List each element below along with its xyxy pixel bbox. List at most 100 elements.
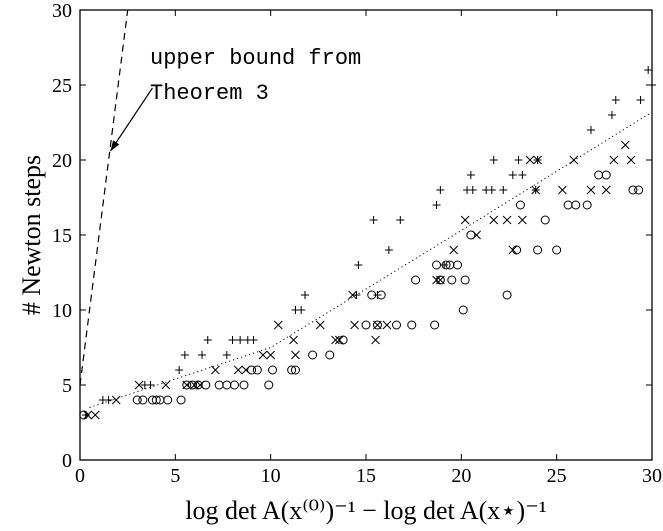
plot-frame <box>79 9 653 461</box>
plus-point <box>432 201 441 209</box>
plus-point <box>396 216 405 224</box>
trend-line <box>89 111 653 408</box>
plus-point <box>81 411 90 419</box>
circle-point <box>376 290 386 300</box>
y-tick-label: 0 <box>62 450 72 472</box>
circle-point <box>458 305 468 315</box>
plus-point <box>489 156 498 164</box>
annotation-line-2: Theorem 3 <box>150 81 269 106</box>
plus-point <box>384 246 393 254</box>
plus-point <box>175 366 184 374</box>
upper-bound-line <box>79 9 129 386</box>
plus-point <box>586 126 595 134</box>
cross-point <box>531 185 541 195</box>
circle-point <box>533 245 543 255</box>
x-tick-label: 30 <box>642 465 662 487</box>
plus-point <box>508 171 517 179</box>
plus-point <box>198 351 207 359</box>
plus-point <box>466 171 475 179</box>
cross-point <box>291 350 300 360</box>
y-tick-label: 20 <box>52 150 72 172</box>
circle-point <box>540 215 550 225</box>
cross-point <box>525 155 535 165</box>
plus-point <box>297 306 306 314</box>
cross-point <box>258 350 268 360</box>
circle-point <box>372 320 382 330</box>
circle-point <box>163 395 173 405</box>
plus-point <box>249 336 258 344</box>
plus-point <box>236 336 245 344</box>
cross-point <box>371 335 380 345</box>
circle-point <box>435 275 445 285</box>
circle-point <box>247 365 257 375</box>
circle-point <box>176 395 186 405</box>
cross-point <box>620 140 630 150</box>
circle-point <box>151 395 161 405</box>
cross-point <box>266 350 276 360</box>
y-tick-label: 25 <box>52 75 72 97</box>
plus-point <box>228 336 237 344</box>
y-tick-label: 5 <box>62 375 72 397</box>
cross-point <box>382 320 392 330</box>
circle-point <box>594 170 604 180</box>
cross-point <box>609 155 619 165</box>
circle-point <box>338 335 348 345</box>
plus-point <box>369 216 378 224</box>
cross-point <box>449 245 459 255</box>
circle-point <box>515 200 525 210</box>
plus-point <box>354 261 363 269</box>
annotation-arrow-line <box>110 87 153 152</box>
annotation: upper bound from Theorem 3 <box>110 46 361 152</box>
circle-point <box>187 380 197 390</box>
cross-point <box>315 320 325 330</box>
circle-point <box>308 350 318 360</box>
data-points <box>79 66 656 420</box>
circle-point <box>563 200 573 210</box>
circle-point <box>447 275 457 285</box>
cross-point <box>569 155 579 165</box>
circle-point <box>239 380 249 390</box>
annotation-line-1: upper bound from <box>150 46 361 71</box>
circle-point <box>628 185 638 195</box>
circle-point <box>466 230 476 240</box>
plus-point <box>468 186 477 194</box>
plus-point <box>514 156 523 164</box>
plus-point <box>636 96 645 104</box>
x-tick-label: 20 <box>451 465 471 487</box>
cross-point <box>350 320 359 330</box>
cross-point <box>558 185 567 195</box>
cross-point <box>90 410 100 420</box>
plus-point <box>607 111 616 119</box>
cross-point <box>460 215 470 225</box>
circle-point <box>132 395 142 405</box>
cross-point <box>111 395 121 405</box>
plus-point <box>440 261 449 269</box>
circle-point <box>453 260 463 270</box>
axis-ticks: 0 5 10 15 20 25 30 0 5 10 15 20 25 30 <box>52 0 662 487</box>
cross-point <box>601 185 611 195</box>
cross-point <box>348 290 358 300</box>
circle-point <box>571 200 581 210</box>
circle-point <box>407 320 417 330</box>
circle-point <box>512 245 522 255</box>
y-axis-label: # Newton steps <box>17 155 46 315</box>
circle-point <box>392 320 402 330</box>
circle-point <box>552 245 562 255</box>
cross-point <box>489 215 499 225</box>
cross-point <box>289 335 298 345</box>
reference-lines <box>79 9 653 408</box>
circle-point <box>229 380 239 390</box>
plus-point <box>644 66 653 74</box>
plus-point <box>518 171 527 179</box>
cross-point <box>211 365 220 375</box>
circle-point <box>367 290 377 300</box>
x-tick-label: 5 <box>170 465 180 487</box>
cross-point <box>134 380 144 390</box>
plus-point <box>300 291 309 299</box>
circle-point <box>182 380 192 390</box>
plus-point <box>611 96 620 104</box>
circle-point <box>460 275 470 285</box>
plus-point <box>104 396 113 404</box>
annotation-arrow-head <box>110 140 120 151</box>
